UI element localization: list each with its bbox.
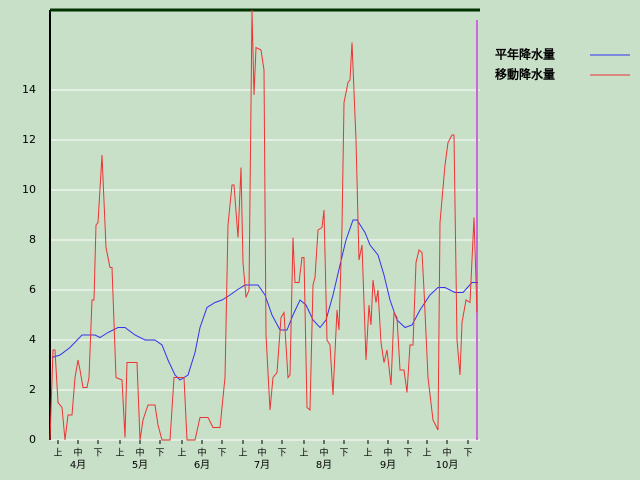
- series-line: [49, 9, 478, 441]
- month-label: 9月: [380, 459, 396, 471]
- y-tick-label: 6: [29, 283, 36, 296]
- x-tick-label: 下: [155, 449, 164, 459]
- x-tick-label: 中: [442, 447, 451, 459]
- x-tick-label: 中: [319, 447, 328, 459]
- y-tick-label: 12: [22, 133, 36, 146]
- x-tick-label: 中: [383, 447, 392, 459]
- x-tick-label: 中: [257, 447, 266, 459]
- x-tick-label: 上: [115, 448, 124, 459]
- y-tick-label: 10: [22, 183, 36, 196]
- x-tick-label: 下: [463, 449, 472, 459]
- x-tick-label: 下: [277, 449, 286, 459]
- month-label: 6月: [194, 459, 210, 471]
- x-tick-label: 下: [403, 449, 412, 459]
- x-tick-label: 上: [299, 448, 308, 459]
- x-tick-label: 上: [363, 448, 372, 459]
- x-tick-label: 中: [197, 447, 206, 459]
- legend-label: 移動降水量: [495, 67, 555, 82]
- month-label: 8月: [316, 459, 332, 471]
- x-tick-label: 上: [422, 448, 431, 459]
- month-label: 7月: [254, 459, 270, 471]
- month-label: 10月: [436, 459, 459, 471]
- month-label: 5月: [132, 459, 148, 471]
- y-tick-label: 14: [22, 83, 36, 96]
- x-tick-label: 上: [177, 448, 186, 459]
- x-tick-label: 下: [93, 449, 102, 459]
- x-tick-label: 下: [217, 449, 226, 459]
- y-tick-label: 4: [29, 333, 36, 346]
- x-tick-label: 中: [135, 447, 144, 459]
- month-label: 4月: [70, 459, 86, 471]
- x-tick-label: 上: [238, 448, 247, 459]
- x-tick-label: 中: [73, 447, 82, 459]
- y-tick-label: 8: [29, 233, 36, 246]
- y-tick-label: 0: [29, 433, 36, 446]
- y-tick-label: 2: [29, 383, 36, 396]
- x-tick-label: 上: [53, 448, 62, 459]
- x-tick-label: 下: [339, 449, 348, 459]
- legend-label: 平年降水量: [495, 47, 555, 62]
